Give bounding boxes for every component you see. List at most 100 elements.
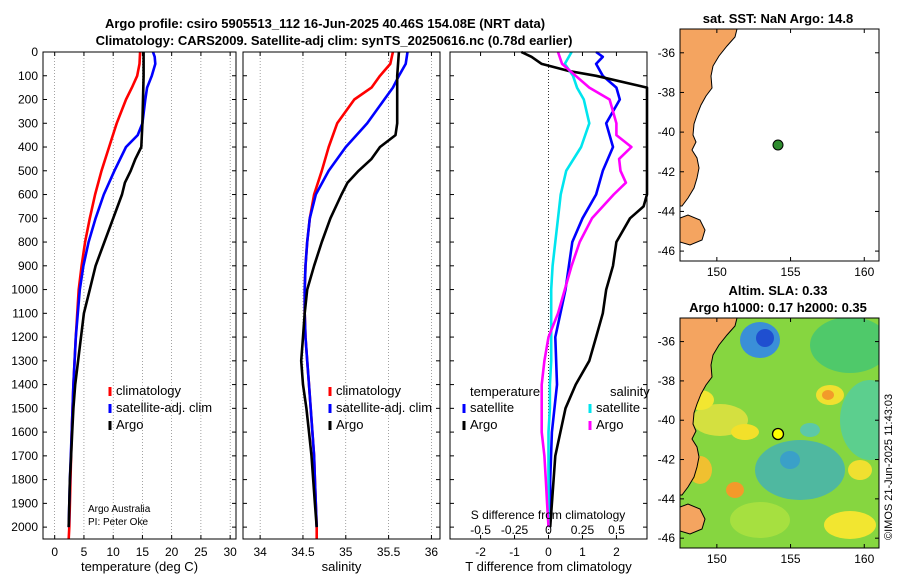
temperature-axes: 0 5 10 15 20 25 300100200300400500600700800900… [11, 45, 237, 574]
legend-sal-label-1: Argo [596, 417, 623, 432]
land-australia [680, 29, 738, 207]
difference-xtick2-label: 0 [545, 523, 552, 537]
map-ytick-label: -42 [658, 165, 676, 179]
difference-xlabel: T difference from climatology [465, 559, 632, 574]
legend-label-1: satellite-adj. clim [116, 400, 212, 415]
temperature-xtick-label: 5 [81, 545, 88, 559]
map-ytick-label: -44 [658, 492, 676, 506]
diff-series-t-argo [520, 50, 649, 528]
temperature-series-argo [67, 52, 145, 528]
depth-tick-label: 1700 [11, 449, 38, 463]
difference-xtick2-label: -0.25 [501, 523, 529, 537]
legend-label-2: Argo [116, 417, 143, 432]
depth-tick-label: 1300 [11, 354, 38, 368]
depth-tick-label: 1500 [11, 401, 38, 415]
sla-map-title-line1: Altim. SLA: 0.33 [729, 283, 828, 298]
map-xtick-label: 155 [781, 265, 801, 279]
diff-series-t-satellite [548, 50, 622, 528]
depth-tick-label: 1900 [11, 496, 38, 510]
temperature-xtick-label: 15 [136, 545, 150, 559]
legend-sal-label-0: satellite [596, 400, 640, 415]
depth-tick-label: 0 [31, 45, 38, 59]
map-xtick-label: 150 [707, 552, 727, 566]
depth-tick-label: 500 [18, 164, 38, 178]
argo-float-marker-sst [772, 139, 784, 151]
salinity-series-satellite-adj-clim [303, 51, 409, 528]
sla-map [680, 318, 879, 548]
land-tasmania [680, 214, 706, 246]
salinity-axes: 34 34.5 35 35.5 36 salinity climatology satelli… [242, 51, 441, 574]
figure-title-line1: Argo profile: csiro 5905513_112 16-Jun-2… [105, 16, 545, 31]
temperature-xtick-label: 10 [107, 545, 121, 559]
salinity-series-climatology [303, 51, 395, 539]
map-ytick-label: -42 [658, 453, 676, 467]
depth-tick-label: 200 [18, 93, 38, 107]
map-ytick-label: -36 [658, 46, 676, 60]
sla-map-title-line2: Argo h1000: 0.17 h2000: 0.35 [689, 300, 867, 315]
temperature-xlabel: temperature (deg C) [81, 559, 198, 574]
salinity-xtick-label: 34 [253, 545, 267, 559]
salinity-series-argo [299, 51, 401, 528]
map-xtick-label: 150 [707, 265, 727, 279]
salinity-xtick-label: 34.5 [291, 545, 315, 559]
figure-title-line2: Climatology: CARS2009. Satellite-adj cli… [96, 33, 573, 48]
difference-xtick2-label: -0.5 [470, 523, 491, 537]
depth-tick-label: 1600 [11, 425, 38, 439]
depth-tick-label: 1000 [11, 283, 38, 297]
legend-temp-label-0: satellite [470, 400, 514, 415]
depth-tick-label: 100 [18, 69, 38, 83]
temperature-series-satellite-adj-clim [67, 51, 157, 528]
map-ytick-label: -38 [658, 85, 676, 99]
difference-xtick-label: 1 [579, 545, 586, 559]
temperature-xtick-label: 0 [51, 545, 58, 559]
credit-line2: PI: Peter Oke [88, 517, 148, 528]
depth-tick-label: 600 [18, 188, 38, 202]
map-xtick-label: 160 [854, 265, 874, 279]
legend-temperature-title: temperature [470, 384, 540, 399]
land-tasmania-sla [680, 503, 706, 535]
difference-xtick2-label: 0.25 [571, 523, 595, 537]
map-frame [679, 317, 880, 549]
difference-xlabel2: S difference from climatology [471, 508, 626, 522]
map-ytick-label: -40 [658, 413, 676, 427]
difference-frame [449, 51, 648, 540]
diff-series-s-satellite [547, 51, 591, 528]
depth-tick-label: 900 [18, 259, 38, 273]
imos-watermark: ©IMOS 21-Jun-2025 11:43:03 [883, 394, 895, 540]
map-ytick-label: -44 [658, 204, 676, 218]
difference-axes: -2 -1 0 1 2T difference from climatology temp… [449, 50, 650, 574]
depth-tick-label: 300 [18, 116, 38, 130]
difference-xtick-label: -2 [475, 545, 486, 559]
depth-tick-label: 400 [18, 140, 38, 154]
depth-tick-label: 1400 [11, 378, 38, 392]
depth-tick-label: 1200 [11, 330, 38, 344]
legend-label-1: satellite-adj. clim [336, 400, 432, 415]
map-ytick-label: -36 [658, 335, 676, 349]
temperature-xtick-label: 25 [194, 545, 208, 559]
diff-series-s-argo [540, 51, 633, 528]
salinity-xtick-label: 35 [339, 545, 353, 559]
depth-tick-label: 1100 [12, 306, 38, 320]
map-axes: 150 155 160 -36 -38 -40 -42 -44 -46 150 155 160 -36 -… [658, 28, 880, 566]
legend-label-0: climatology [116, 383, 182, 398]
map-xtick-label: 160 [854, 552, 874, 566]
depth-tick-label: 700 [18, 211, 38, 225]
legend-temp-label-1: Argo [470, 417, 497, 432]
difference-xtick-label: -1 [509, 545, 520, 559]
salinity-xlabel: salinity [322, 559, 362, 574]
sst-map-title: sat. SST: NaN Argo: 14.8 [703, 11, 854, 26]
land-australia-sla [680, 318, 738, 496]
temperature-xtick-label: 30 [223, 545, 237, 559]
map-ytick-label: -40 [658, 125, 676, 139]
depth-tick-label: 800 [18, 235, 38, 249]
legend-salinity-title: salinity [610, 384, 650, 399]
depth-tick-label: 1800 [11, 473, 38, 487]
map-ytick-label: -46 [658, 531, 676, 545]
temperature-xtick-label: 20 [165, 545, 179, 559]
map-ytick-label: -38 [658, 374, 676, 388]
argo-float-marker-sla [771, 427, 785, 441]
sst-map [680, 29, 879, 261]
legend-label-0: climatology [336, 383, 402, 398]
salinity-xtick-label: 35.5 [377, 545, 401, 559]
